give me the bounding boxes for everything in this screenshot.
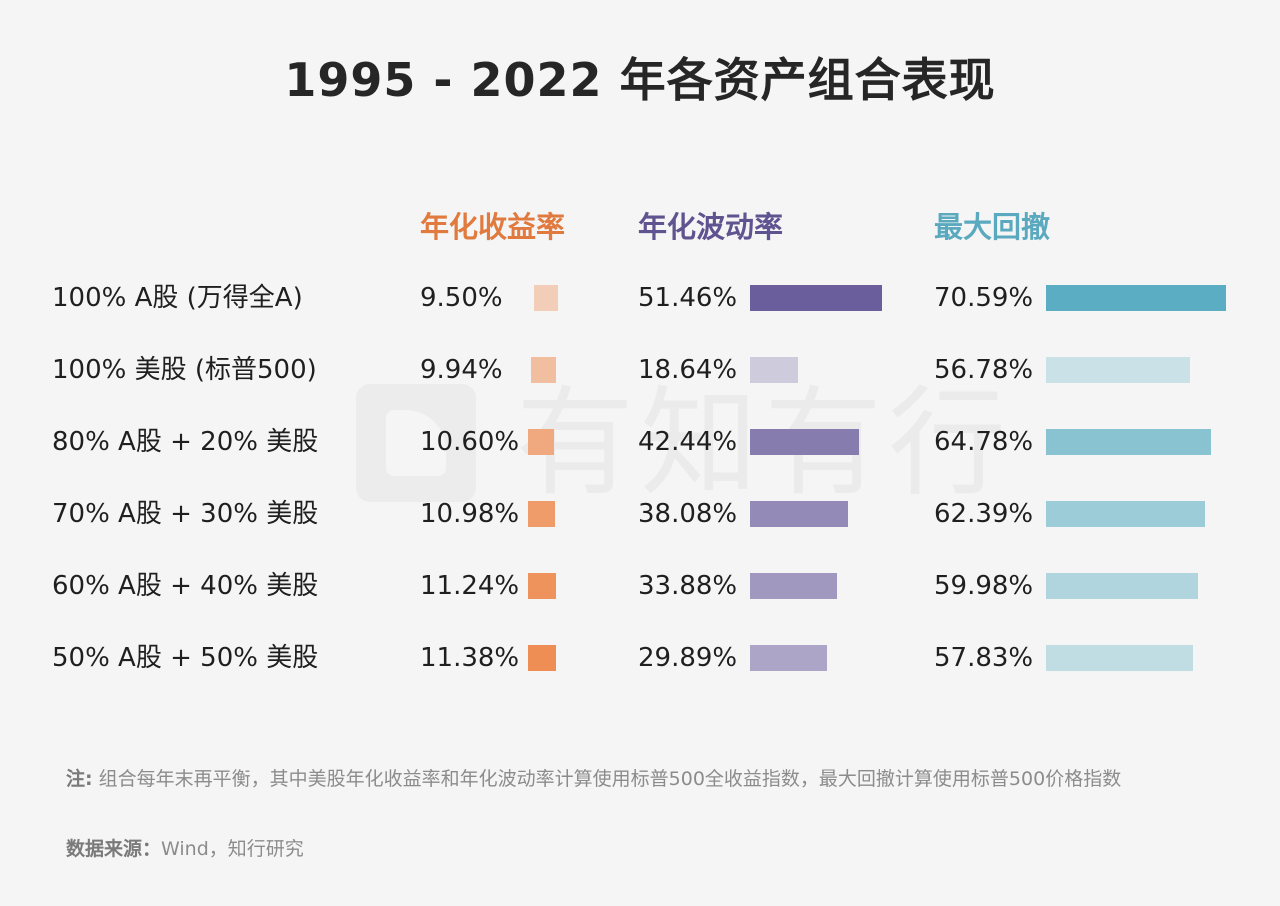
footnote: 注: 组合每年末再平衡，其中美股年化收益率和年化波动率计算使用标普500全收益指… (66, 764, 1226, 794)
drawdown-bar (1046, 573, 1198, 599)
volatility-bar (750, 645, 827, 671)
return-bar (531, 357, 556, 383)
return-value: 9.94% (420, 355, 503, 385)
footnote-label: 注: (66, 768, 93, 790)
volatility-bar (750, 573, 837, 599)
footnote-text: 组合每年末再平衡，其中美股年化收益率和年化波动率计算使用标普500全收益指数，最… (98, 768, 1122, 790)
row-label: 80% A股 + 20% 美股 (52, 427, 319, 457)
return-bar (528, 501, 555, 527)
return-value: 10.60% (420, 427, 520, 457)
volatility-value: 42.44% (638, 427, 738, 457)
return-value: 9.50% (420, 283, 503, 313)
data-source-text: Wind，知行研究 (161, 838, 304, 860)
volatility-bar (750, 285, 882, 311)
row-label: 70% A股 + 30% 美股 (52, 499, 319, 529)
volatility-value: 51.46% (638, 283, 738, 313)
watermark: 有知有行 (356, 378, 1006, 508)
drawdown-value: 59.98% (934, 571, 1034, 601)
drawdown-bar (1046, 285, 1226, 311)
return-bar (528, 429, 554, 455)
drawdown-value: 70.59% (934, 283, 1034, 313)
volatility-bar (750, 357, 798, 383)
return-value: 10.98% (420, 499, 520, 529)
return-value: 11.24% (420, 571, 520, 601)
row-label: 100% 美股 (标普500) (52, 355, 317, 385)
header-annual-return: 年化收益率 (420, 210, 566, 244)
row-label: 50% A股 + 50% 美股 (52, 643, 319, 673)
return-value: 11.38% (420, 643, 520, 673)
drawdown-bar (1046, 357, 1190, 383)
data-source: 数据来源：Wind，知行研究 (66, 834, 304, 861)
volatility-value: 18.64% (638, 355, 738, 385)
volatility-bar (750, 501, 848, 527)
drawdown-value: 57.83% (934, 643, 1034, 673)
row-label: 60% A股 + 40% 美股 (52, 571, 319, 601)
drawdown-bar (1046, 501, 1205, 527)
return-bar (534, 285, 558, 311)
header-max-drawdown: 最大回撤 (934, 210, 1051, 244)
drawdown-bar (1046, 645, 1193, 671)
drawdown-bar (1046, 429, 1211, 455)
data-source-label: 数据来源： (66, 838, 162, 860)
drawdown-value: 62.39% (934, 499, 1034, 529)
volatility-bar (750, 429, 859, 455)
volatility-value: 29.89% (638, 643, 738, 673)
drawdown-value: 56.78% (934, 355, 1034, 385)
volatility-value: 33.88% (638, 571, 738, 601)
row-label: 100% A股 (万得全A) (52, 283, 303, 313)
drawdown-value: 64.78% (934, 427, 1034, 457)
return-bar (528, 573, 556, 599)
page-title: 1995 - 2022 年各资产组合表现 (284, 53, 996, 107)
watermark-logo-icon (356, 384, 476, 502)
return-bar (528, 645, 556, 671)
header-annual-volatility: 年化波动率 (638, 210, 784, 244)
volatility-value: 38.08% (638, 499, 738, 529)
